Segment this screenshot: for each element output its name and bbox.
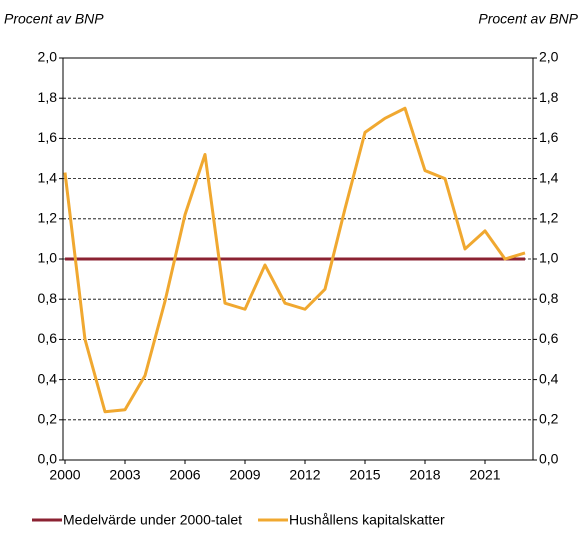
x-tick-label: 2009 [229,467,260,483]
y-tick-label: 0,4 [38,370,58,386]
series-line [63,106,526,414]
x-tick-label: 2006 [169,467,200,483]
y2-tick-label: 0,8 [539,290,559,306]
y-tick-label: 0,2 [38,411,58,427]
y-tick-label: 0,0 [38,451,58,467]
y-tick-label: 1,6 [38,129,58,145]
legend-label: Medelvärde under 2000-talet [63,512,242,528]
y2-axis-label: Procent av BNP [478,11,578,27]
y2-tick-label: 1,0 [539,250,559,266]
y2-tick-label: 1,6 [539,129,559,145]
y-tick-label: 0,8 [38,290,58,306]
x-tick-label: 2021 [469,467,500,483]
x-tick-label: 2018 [409,467,440,483]
y-tick-label: 1,4 [38,169,58,185]
y-axis-label: Procent av BNP [4,11,104,27]
legend-label: Hushållens kapitalskatter [289,512,445,528]
x-tick-label: 2015 [349,467,380,483]
y2-tick-label: 0,4 [539,370,559,386]
plot-frame [62,57,534,461]
y2-tick-label: 0,2 [539,411,559,427]
y-tick-label: 2,0 [38,49,58,65]
y2-tick-label: 1,2 [539,210,559,226]
y2-tick-label: 1,8 [539,89,559,105]
y-tick-label: 0,6 [38,330,58,346]
x-tick-label: 2012 [289,467,320,483]
y-tick-label: 1,0 [38,250,58,266]
y2-tick-label: 2,0 [539,49,559,65]
y2-tick-label: 1,4 [539,169,559,185]
y-tick-label: 1,8 [38,89,58,105]
y-tick-label: 1,2 [38,210,58,226]
y2-tick-label: 0,0 [539,451,559,467]
x-tick-label: 2003 [109,467,140,483]
y2-tick-label: 0,6 [539,330,559,346]
x-tick-label: 2000 [49,467,80,483]
